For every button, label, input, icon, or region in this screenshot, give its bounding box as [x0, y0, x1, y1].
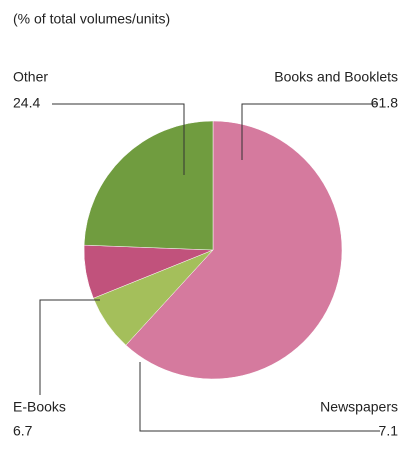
slice-value: 24.4	[13, 95, 40, 111]
leader-line	[52, 103, 185, 175]
leader-lines	[39, 103, 380, 432]
chart-subtitle: (% of total volumes/units)	[13, 11, 170, 27]
pie-slice	[83, 120, 214, 251]
labels: Books and Booklets 61.8 Newspapers 7.1 E-Boo…	[13, 69, 398, 439]
slice-label: Newspapers	[320, 399, 398, 415]
slice-label: Books and Booklets	[274, 69, 398, 85]
leader-line	[39, 299, 100, 395]
slice-value: 6.7	[13, 423, 33, 439]
slice-value: 61.8	[371, 95, 398, 111]
slice-value: 7.1	[379, 423, 399, 439]
pie-slice	[125, 120, 343, 380]
leader-line	[241, 103, 378, 160]
slice-label: E-Books	[13, 399, 66, 415]
slice-label: Other	[13, 69, 48, 85]
leader-line	[139, 362, 380, 432]
